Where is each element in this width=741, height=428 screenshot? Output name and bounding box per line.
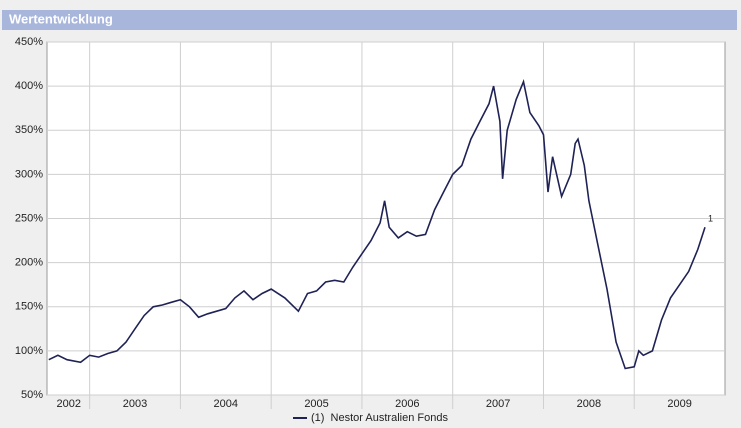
x-tick-label: 2005 bbox=[304, 398, 328, 410]
x-tick-label: 2009 bbox=[667, 398, 691, 410]
y-tick-label: 400% bbox=[15, 80, 43, 92]
x-tick-label: 2007 bbox=[486, 398, 510, 410]
x-tick-label: 2006 bbox=[395, 398, 419, 410]
line-annotation: 1 bbox=[708, 214, 713, 224]
y-tick-label: 250% bbox=[15, 212, 43, 224]
y-tick-label: 350% bbox=[15, 124, 43, 136]
y-tick-label: 300% bbox=[15, 168, 43, 180]
x-tick-label: 2002 bbox=[57, 398, 81, 410]
y-tick-label: 200% bbox=[15, 257, 43, 269]
x-tick-label: 2004 bbox=[214, 398, 238, 410]
x-tick-label: 2003 bbox=[123, 398, 147, 410]
x-tick-label: 2008 bbox=[577, 398, 601, 410]
y-tick-label: 50% bbox=[21, 389, 43, 401]
header-bar bbox=[2, 10, 737, 30]
y-tick-label: 450% bbox=[15, 36, 43, 48]
chart-title: Wertentwicklung bbox=[9, 11, 113, 26]
legend-label: (1) Nestor Australien Fonds bbox=[311, 412, 448, 424]
y-tick-label: 100% bbox=[15, 345, 43, 357]
y-tick-label: 150% bbox=[15, 301, 43, 313]
data-line bbox=[48, 78, 706, 370]
